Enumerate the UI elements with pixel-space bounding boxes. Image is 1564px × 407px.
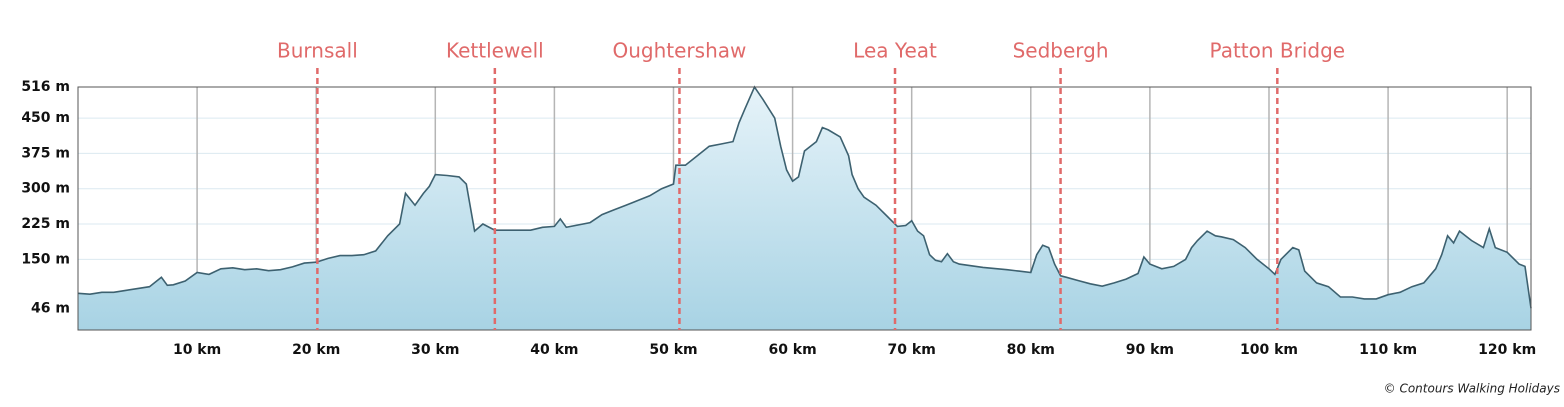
x-tick-label: 20 km	[292, 342, 340, 358]
y-tick-label: 225 m	[21, 216, 70, 232]
x-tick-label: 60 km	[768, 342, 816, 358]
x-tick-label: 50 km	[649, 342, 697, 358]
x-tick-label: 120 km	[1478, 342, 1536, 358]
x-tick-label: 90 km	[1126, 342, 1174, 358]
place-label: Lea Yeat	[853, 39, 937, 63]
elevation-area	[78, 87, 1531, 330]
place-label: Patton Bridge	[1210, 39, 1346, 63]
place-label: Oughtershaw	[613, 39, 747, 63]
place-label: Sedbergh	[1013, 39, 1109, 63]
credit: © Contours Walking Holidays	[1384, 382, 1560, 396]
y-tick-label: 450 m	[21, 110, 70, 126]
y-tick-label: 46 m	[31, 300, 70, 316]
x-tick-label: 100 km	[1240, 342, 1298, 358]
x-tick-label: 80 km	[1007, 342, 1055, 358]
x-tick-label: 70 km	[888, 342, 936, 358]
x-tick-label: 30 km	[411, 342, 459, 358]
x-tick-label: 110 km	[1359, 342, 1417, 358]
place-label: Kettlewell	[446, 39, 544, 63]
place-label: Burnsall	[277, 39, 358, 63]
x-tick-label: 40 km	[530, 342, 578, 358]
y-tick-label: 150 m	[21, 251, 70, 267]
elevation-line	[77, 85, 1532, 309]
y-tick-label: 375 m	[21, 145, 70, 161]
y-tick-label: 516 m	[21, 79, 70, 95]
plot-frame	[77, 86, 1532, 331]
x-tick-label: 10 km	[173, 342, 221, 358]
y-tick-label: 300 m	[21, 181, 70, 197]
